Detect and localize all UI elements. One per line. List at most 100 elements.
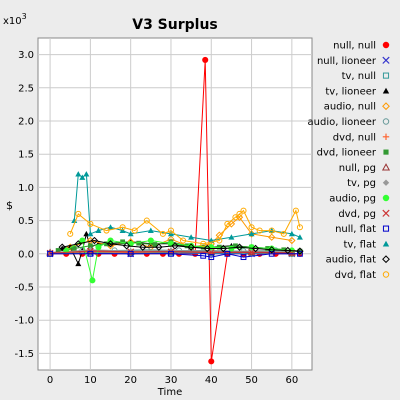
data-point	[208, 358, 215, 365]
data-point	[75, 260, 82, 267]
data-point	[95, 227, 102, 233]
y-tick-label: 2.5	[18, 83, 34, 94]
data-point	[167, 227, 175, 234]
plot-area	[37, 37, 313, 371]
data-point	[200, 252, 207, 259]
data-point	[147, 237, 154, 244]
data-point	[219, 244, 228, 253]
y-multiplier-exponent: 3	[22, 12, 27, 21]
legend-item: tv, null	[342, 71, 390, 82]
legend-label: dvd, null	[333, 132, 376, 143]
legend-label: null, lioneer	[317, 56, 377, 67]
legend-label: null, flat	[335, 224, 376, 235]
data-point	[87, 250, 94, 257]
legend-marker	[382, 133, 390, 140]
data-point	[233, 243, 238, 249]
data-point	[187, 243, 195, 251]
data-point	[152, 242, 158, 247]
legend-item: audio, pg	[329, 194, 390, 205]
x-tick-label: 60	[285, 375, 298, 386]
legend-marker	[381, 163, 391, 171]
y-tick-label: 1.0	[18, 183, 34, 194]
legend-label: tv, pg	[347, 178, 376, 189]
data-point	[203, 244, 211, 253]
data-point	[159, 230, 166, 237]
legend-marker	[382, 255, 390, 264]
data-point	[127, 250, 134, 257]
data-point	[87, 230, 94, 237]
data-point	[171, 242, 179, 250]
series-12	[47, 250, 303, 261]
data-point	[71, 217, 78, 223]
data-point	[296, 247, 304, 255]
legend: null, null null, lioneer tv, null tv, lione…	[308, 41, 391, 281]
series-15	[67, 207, 303, 247]
data-point	[83, 171, 90, 177]
data-point	[247, 230, 256, 238]
legend-item: audio, lioneer	[308, 117, 390, 128]
data-point	[200, 244, 206, 250]
data-point	[216, 237, 223, 244]
data-point	[232, 214, 239, 221]
data-point	[267, 233, 276, 241]
series-14	[58, 236, 304, 255]
data-point	[104, 241, 109, 247]
data-point	[74, 240, 83, 248]
data-point	[107, 224, 114, 230]
legend-item: null, null	[333, 41, 390, 52]
legend-item: audio, null	[324, 102, 390, 113]
legend-item: dvd, flat	[335, 270, 390, 281]
legend-item: null, pg	[339, 163, 391, 174]
x-tick-label: 20	[124, 375, 137, 386]
data-point	[284, 246, 292, 255]
legend-label: dvd, pg	[338, 209, 376, 220]
x-axis-title: Time	[157, 387, 182, 398]
legend-label: tv, null	[342, 71, 376, 82]
legend-label: dvd, flat	[335, 270, 376, 281]
data-point	[120, 239, 126, 245]
data-point	[58, 243, 66, 251]
data-point	[119, 224, 126, 231]
y-axis-label: x103 $	[3, 12, 27, 212]
data-point	[240, 254, 247, 261]
legend-label: null, pg	[339, 163, 376, 174]
legend-marker	[382, 72, 390, 79]
data-point	[224, 220, 231, 227]
data-point	[71, 246, 77, 251]
data-point	[90, 236, 99, 245]
legend-label: dvd, lioneer	[317, 148, 377, 159]
y-tick-label: 2.0	[18, 117, 34, 128]
data-point	[47, 250, 53, 257]
legend-item: dvd, pg	[338, 209, 390, 220]
legend-marker	[382, 41, 390, 49]
legend-marker	[382, 118, 390, 125]
series-13	[71, 171, 303, 243]
data-point	[143, 217, 150, 224]
y-multiplier-base: x10	[3, 16, 22, 27]
data-point	[208, 254, 215, 261]
data-point	[89, 277, 96, 284]
legend-marker	[382, 102, 390, 111]
legend-item: dvd, null	[333, 132, 390, 143]
data-point	[236, 210, 243, 218]
legend-item: tv, pg	[347, 178, 390, 189]
legend-label: audio, pg	[329, 194, 376, 205]
axes: 0 10 20 30 40 50 60 -1.5 -1.0 -0.5 0.0 0.5 1.0 1.5 2.0…	[14, 50, 298, 386]
data-point	[139, 243, 147, 251]
data-point	[75, 171, 82, 177]
data-point	[180, 237, 187, 244]
x-tick-label: 0	[47, 375, 53, 386]
data-point	[297, 250, 303, 257]
data-point	[280, 230, 287, 237]
data-point	[200, 240, 207, 247]
data-point	[296, 234, 303, 240]
data-point	[224, 250, 231, 257]
data-point	[147, 227, 154, 233]
data-point	[122, 242, 131, 250]
x-tick-label: 50	[245, 375, 258, 386]
legend-marker	[382, 209, 390, 217]
legend-item: audio, flat	[326, 255, 390, 266]
legend-marker	[382, 179, 390, 186]
data-point	[131, 227, 138, 234]
